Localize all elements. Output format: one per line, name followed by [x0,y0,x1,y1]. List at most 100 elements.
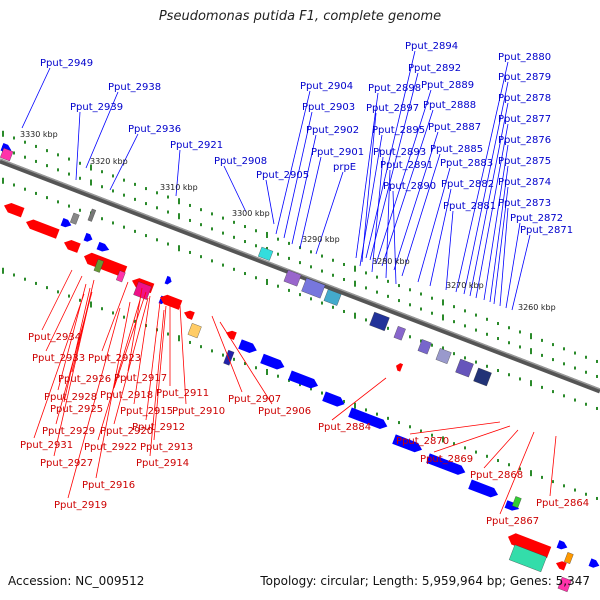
scale-tick [431,343,433,347]
label-leader-line [97,299,141,441]
scale-tick [24,140,26,144]
label-leader-line [133,295,151,405]
label-leader-line [505,222,521,309]
label-leader-line [429,188,452,287]
scale-tick [24,187,26,191]
scale-tick [68,172,70,176]
gene-block [0,147,14,162]
scale-tick [508,326,510,330]
scale-tick [354,402,356,409]
scale-tick [233,267,235,271]
reverse-gene-label: Pput_2926 [58,374,111,385]
scale-tick [68,294,70,298]
gene-block [301,277,326,299]
reverse-gene-label: Pput_2911 [156,388,209,399]
label-leader-line [75,111,81,181]
label-leader-line [409,421,501,435]
reverse-gene-label: Pput_2919 [54,500,107,511]
forward-gene-label: Pput_2875 [498,156,551,167]
reverse-gene-arrow [63,240,81,253]
scale-tick [46,164,48,168]
scale-tick [24,277,26,281]
scale-tick [68,157,70,161]
label-leader-line [315,171,344,255]
reverse-gene-arrow [26,219,60,239]
scale-tick [453,442,455,446]
forward-gene-arrow [260,353,285,370]
scale-tick [101,185,103,189]
forward-gene-arrow [348,407,388,430]
reverse-gene-arrow [508,533,552,559]
label-leader-line [381,109,434,267]
scale-tick [233,357,235,361]
label-leader-line [511,234,531,311]
scale-tick [563,362,565,366]
scale-tick [255,244,257,248]
scale-tick [156,206,158,210]
scale-tick [398,284,400,288]
forward-gene-label: Pput_2938 [108,82,161,93]
reverse-gene-label: Pput_2915 [120,406,173,417]
scale-tick [277,284,279,288]
label-leader-line [455,61,509,293]
scale-tick [2,267,4,274]
scale-tick [24,155,26,159]
scale-tick [200,208,202,212]
forward-gene-label: Pput_2871 [520,225,573,236]
scale-tick [167,210,169,214]
gene-block [564,552,574,564]
scale-tick [189,203,191,207]
scale-tick [35,281,37,285]
scale-tick [552,480,554,484]
scale-tick [233,235,235,239]
reverse-gene-label: Pput_2868 [470,470,523,481]
forward-gene-arrow [288,370,319,389]
scale-tick [90,179,92,186]
label-leader-line [549,435,557,497]
scale-tick [200,345,202,349]
scale-tick [288,241,290,245]
scale-tick [453,305,455,309]
scale-tick [508,341,510,345]
forward-gene-label: Pput_2880 [498,52,551,63]
forward-gene-label: Pput_2921 [170,140,223,151]
scale-tick [585,402,587,406]
forward-gene-label: Pput_2898 [368,83,421,94]
scale-tick [244,272,246,276]
scale-tick [530,333,532,340]
scale-tick [596,496,598,500]
label-leader-line [385,169,391,279]
label-leader-line [355,92,379,259]
scale-tick [552,343,554,347]
scale-tick [299,383,301,387]
scale-tick [57,153,59,157]
label-leader-line [483,429,519,469]
scale-tick [541,475,543,479]
forward-gene-label: prpE [333,162,356,173]
scale-tick [420,339,422,343]
scale-tick [464,356,466,360]
coordinate-label: 3320 kbp [90,157,128,166]
gene-block [87,208,97,222]
scale-tick [497,337,499,341]
label-leader-line [33,293,85,439]
scale-tick [420,292,422,296]
gene-block [393,326,406,341]
scale-tick [266,278,268,285]
scale-tick [211,259,213,263]
label-leader-line [469,102,509,297]
scale-tick [519,377,521,381]
forward-gene-arrow [588,558,600,568]
scale-tick [332,273,334,277]
scale-tick [46,196,48,200]
scale-tick [200,223,202,227]
scale-tick [310,387,312,391]
scale-tick [376,290,378,294]
scale-tick [398,299,400,303]
scale-tick [101,170,103,174]
scale-tick [178,335,180,342]
scale-tick [486,454,488,458]
reverse-gene-label: Pput_2918 [100,390,153,401]
